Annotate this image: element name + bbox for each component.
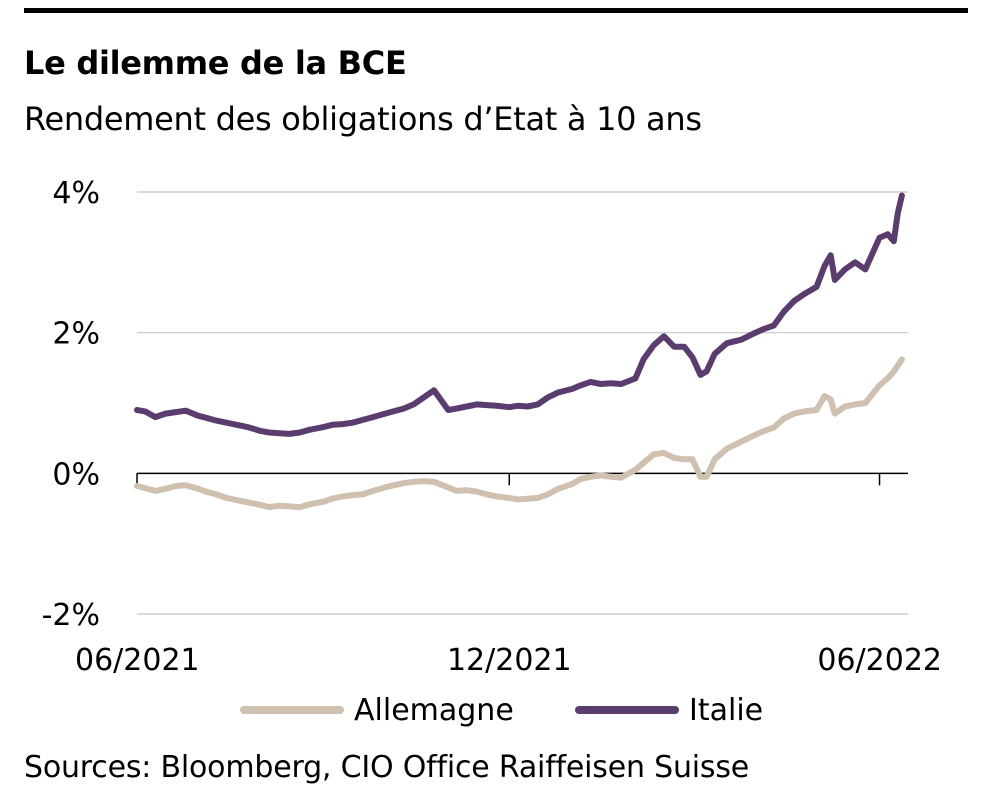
y-tick-label-2: 0% [52, 457, 100, 492]
line-chart: 4% 2% 0% -2% 06/2021 12/2021 06/2022 [42, 176, 942, 678]
legend-swatch-allemagne [240, 706, 344, 714]
legend-label-italie: Italie [689, 692, 764, 728]
y-tick-label-3: -2% [42, 598, 100, 633]
legend-item-italie: Italie [575, 688, 763, 732]
legend-item-allemagne: Allemagne [240, 688, 514, 732]
y-tick-label-0: 4% [52, 176, 100, 211]
series-line-allemagne [134, 356, 905, 511]
chart-title: Le dilemme de la BCE [24, 44, 407, 82]
legend-label-allemagne: Allemagne [354, 692, 514, 728]
grid-lines [137, 191, 908, 615]
x-tick-label-2: 06/2022 [817, 643, 942, 678]
chart-subtitle: Rendement des obligations d’Etat à 10 an… [24, 100, 702, 138]
x-axis [136, 472, 908, 486]
legend: Allemagne Italie [0, 688, 996, 732]
series-line-italie [134, 192, 905, 437]
legend-swatch-italie [575, 706, 679, 714]
top-rule [24, 8, 968, 13]
series-lines [134, 192, 905, 511]
x-tick-label-0: 06/2021 [75, 643, 200, 678]
source-note: Sources: Bloomberg, CIO Office Raiffeise… [24, 750, 750, 785]
y-tick-label-1: 2% [52, 317, 100, 352]
x-tick-label-1: 12/2021 [447, 643, 572, 678]
tick-labels: 4% 2% 0% -2% 06/2021 12/2021 06/2022 [42, 176, 942, 678]
